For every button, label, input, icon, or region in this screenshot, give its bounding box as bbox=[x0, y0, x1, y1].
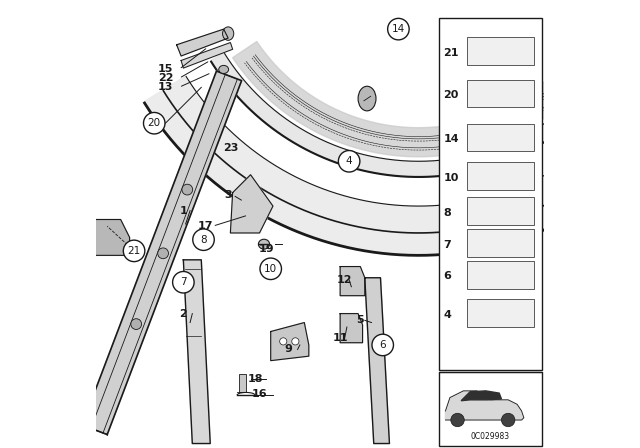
Circle shape bbox=[182, 184, 193, 195]
Ellipse shape bbox=[219, 65, 228, 73]
Polygon shape bbox=[271, 323, 308, 361]
Circle shape bbox=[131, 319, 141, 329]
Polygon shape bbox=[82, 71, 241, 435]
Circle shape bbox=[124, 240, 145, 262]
Circle shape bbox=[280, 338, 287, 345]
Ellipse shape bbox=[358, 86, 376, 111]
Text: 4: 4 bbox=[443, 310, 451, 320]
Text: 19: 19 bbox=[259, 244, 274, 254]
Text: 14: 14 bbox=[392, 24, 405, 34]
Ellipse shape bbox=[223, 27, 234, 40]
Text: 10: 10 bbox=[264, 264, 277, 274]
Polygon shape bbox=[230, 175, 273, 233]
Text: 20: 20 bbox=[148, 118, 161, 128]
Text: 16: 16 bbox=[252, 389, 268, 399]
Text: 1: 1 bbox=[179, 206, 188, 215]
Circle shape bbox=[502, 413, 515, 426]
Circle shape bbox=[193, 229, 214, 250]
Bar bbox=[239, 374, 246, 392]
Text: 20: 20 bbox=[443, 90, 459, 100]
Circle shape bbox=[451, 413, 464, 426]
FancyBboxPatch shape bbox=[467, 198, 534, 225]
Polygon shape bbox=[340, 267, 365, 296]
Circle shape bbox=[157, 248, 168, 258]
Polygon shape bbox=[340, 314, 362, 343]
Circle shape bbox=[292, 338, 299, 345]
Polygon shape bbox=[365, 278, 389, 444]
Polygon shape bbox=[211, 52, 627, 177]
Polygon shape bbox=[461, 391, 502, 401]
Text: 7: 7 bbox=[180, 277, 187, 287]
Text: 2: 2 bbox=[179, 309, 188, 319]
Text: 23: 23 bbox=[223, 143, 238, 153]
Ellipse shape bbox=[268, 261, 278, 272]
FancyBboxPatch shape bbox=[467, 299, 534, 327]
FancyBboxPatch shape bbox=[467, 261, 534, 289]
FancyBboxPatch shape bbox=[467, 37, 534, 65]
Circle shape bbox=[339, 151, 360, 172]
Text: 15: 15 bbox=[157, 65, 173, 74]
Text: 8: 8 bbox=[443, 208, 451, 218]
Text: 22: 22 bbox=[157, 73, 173, 83]
Text: 21: 21 bbox=[443, 48, 459, 58]
Text: 12: 12 bbox=[337, 275, 353, 285]
Ellipse shape bbox=[259, 239, 269, 249]
Bar bbox=[439, 18, 541, 370]
Circle shape bbox=[173, 271, 194, 293]
Polygon shape bbox=[92, 220, 129, 255]
Text: 0C029983: 0C029983 bbox=[470, 432, 510, 441]
Polygon shape bbox=[183, 260, 210, 444]
Circle shape bbox=[143, 112, 165, 134]
Text: 18: 18 bbox=[247, 374, 263, 383]
Text: 10: 10 bbox=[443, 173, 459, 183]
Text: 8: 8 bbox=[200, 235, 207, 245]
Text: 4: 4 bbox=[346, 156, 353, 166]
Text: 3: 3 bbox=[225, 190, 232, 200]
Text: 21: 21 bbox=[127, 246, 141, 256]
Polygon shape bbox=[445, 391, 524, 420]
Text: 6: 6 bbox=[380, 340, 386, 350]
Polygon shape bbox=[177, 29, 228, 56]
FancyBboxPatch shape bbox=[467, 162, 534, 190]
Circle shape bbox=[388, 18, 409, 40]
Text: 6: 6 bbox=[443, 271, 451, 281]
Bar bbox=[439, 372, 541, 446]
FancyBboxPatch shape bbox=[467, 124, 534, 151]
Circle shape bbox=[372, 334, 394, 356]
FancyBboxPatch shape bbox=[467, 80, 534, 108]
Text: 14: 14 bbox=[443, 134, 459, 144]
Circle shape bbox=[260, 258, 282, 280]
Text: 17: 17 bbox=[198, 221, 214, 231]
Polygon shape bbox=[181, 43, 232, 68]
Polygon shape bbox=[232, 42, 601, 157]
Text: 7: 7 bbox=[443, 240, 451, 250]
Text: 13: 13 bbox=[157, 82, 173, 92]
Polygon shape bbox=[144, 76, 640, 255]
Text: 5: 5 bbox=[356, 315, 364, 325]
Text: 11: 11 bbox=[332, 333, 348, 343]
FancyBboxPatch shape bbox=[467, 229, 534, 257]
Text: 9: 9 bbox=[285, 345, 292, 354]
